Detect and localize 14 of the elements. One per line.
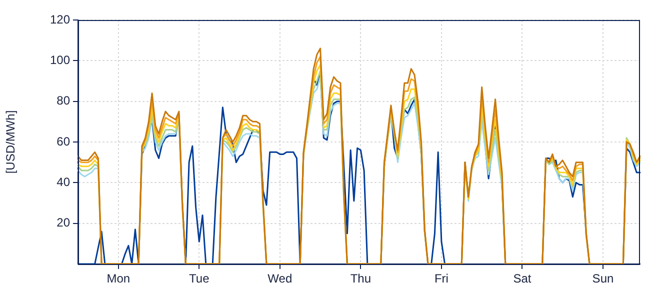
y-tick-label: 80 xyxy=(56,94,70,108)
y-tick-label: 100 xyxy=(50,52,70,67)
x-tick-label: Tue xyxy=(189,272,210,286)
x-tick-label: Sun xyxy=(592,272,614,286)
y-axis-title: [USD/MWh] xyxy=(4,110,18,174)
x-tick-label: Thu xyxy=(350,272,372,286)
y-tick-label: 20 xyxy=(56,216,70,230)
y-tick-label: 40 xyxy=(56,174,70,189)
x-tick-label: Wed xyxy=(268,272,292,286)
y-tick-label: 60 xyxy=(56,134,70,148)
x-tick-label: Sat xyxy=(513,272,532,286)
y-tick-label: 120 xyxy=(50,12,70,26)
x-tick-label: Fri xyxy=(434,272,448,286)
x-tick-label: Mon xyxy=(106,272,130,286)
